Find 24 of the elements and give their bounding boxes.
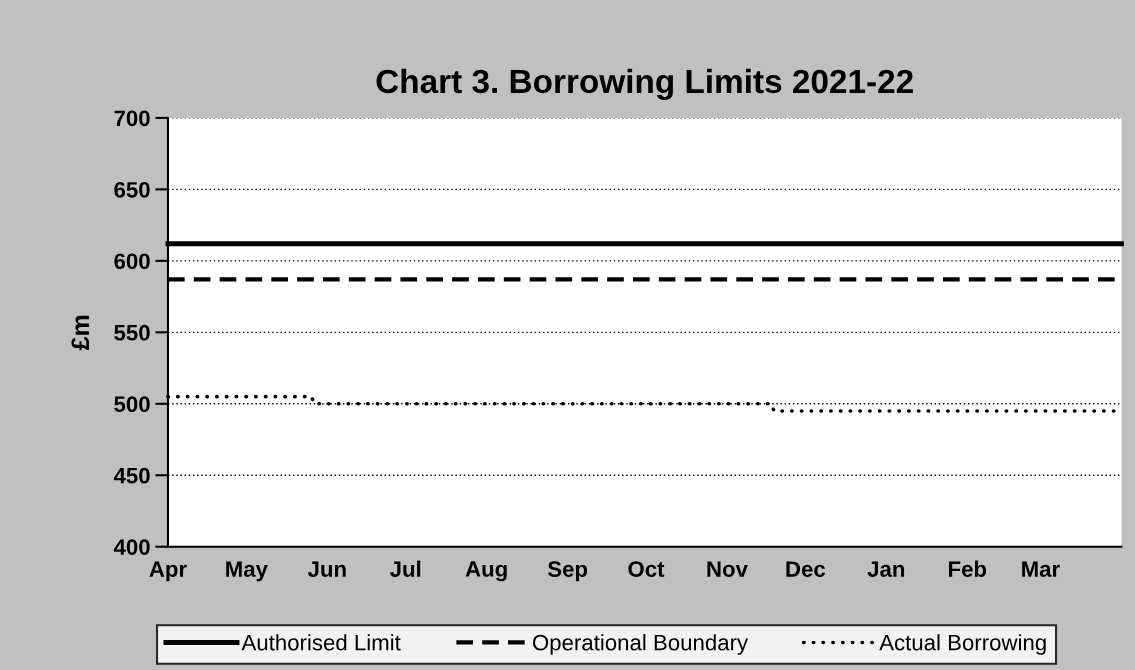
y-tick-label: 600 [114, 253, 150, 270]
y-tick-label: 500 [114, 396, 150, 413]
chart-title: Chart 3. Borrowing Limits 2021-22 [376, 68, 913, 100]
legend-label: Operational Boundary [532, 634, 749, 655]
legend-label: Authorised Limit [241, 634, 401, 651]
x-tick-label: May [226, 561, 268, 582]
y-axis-title: £m [71, 315, 89, 351]
x-tick-label: Sep [547, 561, 588, 582]
x-tick-label: Aug [465, 561, 507, 582]
x-tick-label: Feb [949, 560, 987, 577]
x-tick-label: Apr [149, 561, 187, 582]
x-tick-label: Jan [867, 561, 905, 577]
x-tick-label: Jul [389, 560, 421, 577]
y-tick-label: 450 [113, 467, 150, 484]
x-tick-label: Mar [1022, 561, 1060, 577]
x-tick-label: Dec [786, 561, 826, 577]
y-tick-label: 700 [114, 110, 150, 127]
x-tick-label: Jun [307, 561, 346, 577]
legend-label: Actual Borrowing [879, 634, 1046, 655]
x-tick-label: Nov [707, 561, 748, 577]
x-tick-label: Oct [628, 561, 665, 577]
y-tick-label: 400 [113, 539, 150, 555]
y-tick-label: 550 [114, 324, 150, 341]
y-tick-label: 650 [114, 181, 150, 198]
